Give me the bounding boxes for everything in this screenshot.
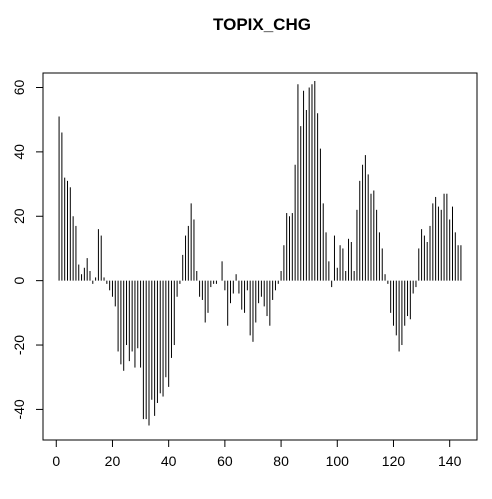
y-tick-label: 60 xyxy=(11,79,27,95)
x-tick-label: 60 xyxy=(217,453,233,469)
x-tick-label: 0 xyxy=(52,453,60,469)
x-tick-label: 40 xyxy=(161,453,177,469)
x-tick-label: 140 xyxy=(438,453,462,469)
y-tick-label: -40 xyxy=(11,399,27,419)
x-tick-label: 100 xyxy=(326,453,350,469)
y-tick-label: 20 xyxy=(11,208,27,224)
x-tick-label: 80 xyxy=(273,453,289,469)
y-tick-label: -20 xyxy=(11,335,27,355)
y-tick-label: 0 xyxy=(11,277,27,285)
x-tick-label: 20 xyxy=(105,453,121,469)
y-tick-label: 40 xyxy=(11,144,27,160)
chart-title: TOPIX_CHG xyxy=(213,15,311,34)
plot-box xyxy=(42,72,478,441)
x-tick-label: 120 xyxy=(382,453,406,469)
